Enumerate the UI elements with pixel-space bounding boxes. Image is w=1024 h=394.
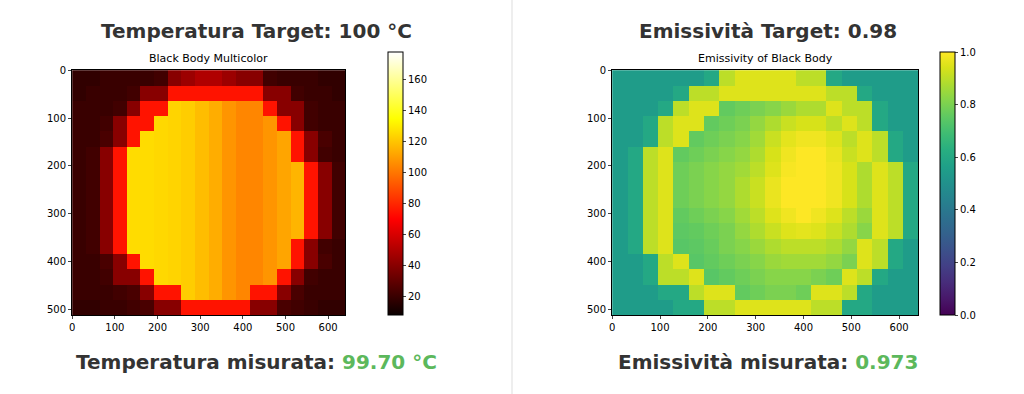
svg-text:300: 300 — [746, 322, 765, 333]
svg-text:600: 600 — [319, 322, 338, 333]
svg-text:160: 160 — [408, 74, 427, 85]
svg-text:Temperatura Target: 100 °C: Temperatura Target: 100 °C — [101, 19, 412, 43]
svg-text:Black Body Multicolor: Black Body Multicolor — [149, 52, 268, 65]
svg-text:100: 100 — [587, 113, 606, 124]
svg-text:0: 0 — [609, 322, 615, 333]
svg-text:0.6: 0.6 — [960, 152, 976, 163]
svg-text:100: 100 — [105, 322, 124, 333]
svg-text:0: 0 — [60, 65, 66, 76]
svg-text:200: 200 — [47, 160, 66, 171]
svg-text:0: 0 — [69, 322, 75, 333]
svg-text:Temperatura misurata: 99.70 °C: Temperatura misurata: 99.70 °C — [76, 350, 437, 374]
svg-text:300: 300 — [191, 322, 210, 333]
svg-text:300: 300 — [47, 208, 66, 219]
svg-text:140: 140 — [408, 105, 427, 116]
svg-text:400: 400 — [47, 256, 66, 267]
svg-text:200: 200 — [148, 322, 167, 333]
svg-text:60: 60 — [408, 229, 421, 240]
svg-text:100: 100 — [651, 322, 670, 333]
svg-text:600: 600 — [890, 322, 909, 333]
svg-text:20: 20 — [408, 291, 421, 302]
svg-text:400: 400 — [233, 322, 252, 333]
svg-text:200: 200 — [698, 322, 717, 333]
svg-text:400: 400 — [587, 256, 606, 267]
svg-text:500: 500 — [276, 322, 295, 333]
svg-text:Emissivity of Black Body: Emissivity of Black Body — [698, 52, 833, 65]
svg-text:120: 120 — [408, 136, 427, 147]
svg-text:0.2: 0.2 — [960, 257, 976, 268]
svg-text:100: 100 — [408, 167, 427, 178]
svg-text:0.0: 0.0 — [960, 310, 976, 321]
svg-text:40: 40 — [408, 260, 421, 271]
svg-text:400: 400 — [794, 322, 813, 333]
svg-text:500: 500 — [587, 304, 606, 315]
svg-text:500: 500 — [47, 304, 66, 315]
svg-text:80: 80 — [408, 198, 421, 209]
svg-text:300: 300 — [587, 208, 606, 219]
svg-text:Emissività Target: 0.98: Emissività Target: 0.98 — [639, 19, 897, 43]
svg-text:1.0: 1.0 — [960, 47, 976, 58]
svg-text:200: 200 — [587, 160, 606, 171]
svg-text:0.8: 0.8 — [960, 99, 976, 110]
svg-text:0.4: 0.4 — [960, 204, 976, 215]
svg-text:0: 0 — [600, 65, 606, 76]
svg-text:500: 500 — [842, 322, 861, 333]
svg-text:Emissività misurata: 0.973: Emissività misurata: 0.973 — [618, 350, 918, 374]
svg-text:100: 100 — [47, 113, 66, 124]
